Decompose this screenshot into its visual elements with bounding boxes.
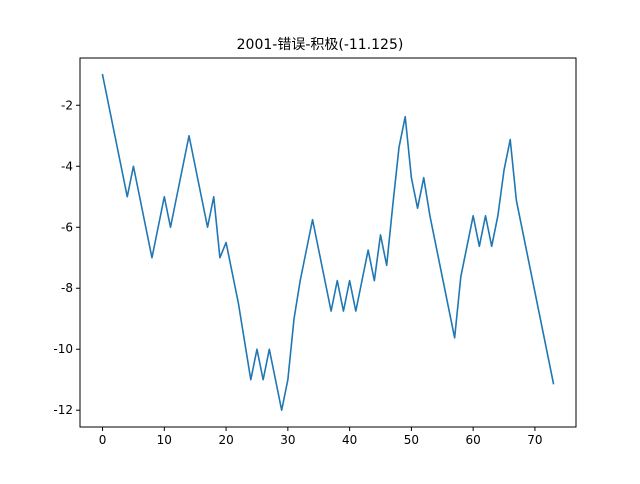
plot-area: 0 10 20 30 40 50 60 70 -12 -10 -8 -6 -4 -2 <box>53 57 577 447</box>
x-tick-label: 60 <box>466 433 481 447</box>
x-tick-label: 0 <box>99 433 107 447</box>
y-tick-label: -4 <box>61 159 73 173</box>
y-tick-label: -2 <box>61 98 73 112</box>
y-tick-label: -8 <box>61 281 73 295</box>
x-tick-label: 10 <box>157 433 172 447</box>
x-tick-label: 30 <box>280 433 295 447</box>
y-tick-label: -6 <box>61 220 73 234</box>
axes-frame <box>79 57 577 428</box>
x-tick-label: 70 <box>527 433 542 447</box>
y-tick-label: -10 <box>53 342 73 356</box>
chart-title: 2001-错误-积极(-11.125) <box>237 37 404 53</box>
x-tick-label: 40 <box>342 433 357 447</box>
x-tick-label: 50 <box>404 433 419 447</box>
series-line-0 <box>101 73 555 412</box>
y-tick-label: -12 <box>53 403 73 417</box>
axes-background <box>80 58 576 427</box>
x-tick-label: 20 <box>218 433 233 447</box>
